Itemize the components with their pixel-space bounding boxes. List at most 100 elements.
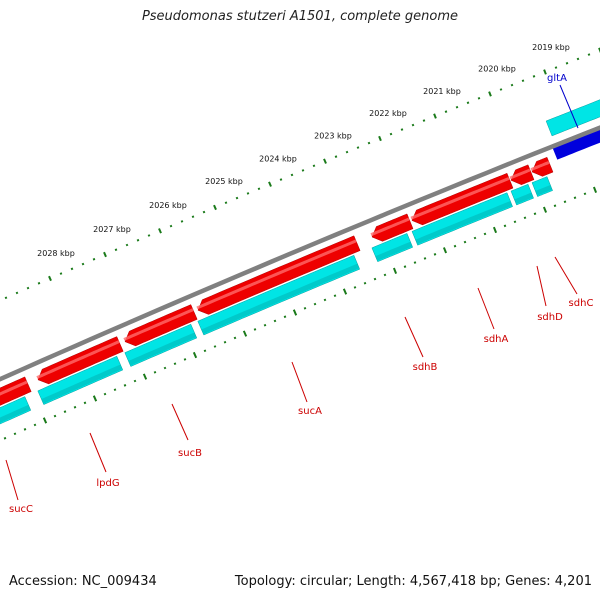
backbone-line: [0, 125, 600, 382]
outer-tick: [37, 281, 41, 285]
inner-tick: [383, 273, 387, 277]
outer-tick: [180, 220, 184, 223]
gene-label-gltA: gltA: [547, 73, 567, 84]
outer-tick: [598, 47, 600, 53]
inner-tick: [273, 319, 277, 323]
kbp-label: 2025 kbp: [205, 177, 243, 186]
cds-shade-sdhD: [514, 192, 534, 205]
inner-tick: [523, 216, 527, 220]
outer-tick: [389, 132, 393, 136]
outer-tick: [411, 123, 415, 127]
inner-tick: [53, 414, 57, 418]
inner-tick: [392, 267, 398, 274]
inner-tick: [92, 395, 98, 402]
inner-tick: [192, 351, 198, 359]
kbp-label: 2019 kbp: [532, 43, 570, 52]
inner-tick: [203, 349, 207, 353]
outer-tick: [268, 181, 272, 187]
outer-tick: [15, 291, 19, 295]
outer-tick: [532, 75, 536, 78]
outer-tick: [576, 57, 580, 61]
inner-tick: [73, 405, 77, 409]
outer-tick: [334, 155, 338, 158]
kbp-label: 2020 kbp: [478, 65, 516, 74]
inner-tick: [263, 323, 267, 327]
outer-tick: [169, 224, 173, 228]
gene-highlight-sdhD: [509, 168, 531, 180]
kbp-label: 2026 kbp: [149, 201, 187, 210]
inner-tick: [433, 253, 437, 256]
kbp-label: 2021 kbp: [423, 87, 461, 96]
cds-shade-sdhC: [535, 185, 553, 196]
inner-tick: [103, 392, 107, 396]
inner-tick: [323, 298, 327, 302]
outer-tick: [290, 173, 294, 177]
kbp-label: 2027 kbp: [93, 225, 131, 234]
outer-tick: [400, 128, 404, 131]
cds-shade-sucC: [0, 404, 31, 423]
kbp-label: 2023 kbp: [314, 131, 352, 140]
inner-tick: [453, 244, 457, 248]
inner-tick: [333, 294, 337, 298]
inner-tick: [463, 240, 467, 244]
outer-tick: [191, 215, 195, 219]
outer-tick: [587, 53, 591, 56]
map-title: Pseudomonas stutzeri A1501, complete gen…: [141, 9, 459, 24]
gene-highlight-lpdG: [36, 340, 120, 379]
leader-gltA: [559, 84, 579, 129]
inner-tick: [242, 330, 248, 337]
outer-tick: [92, 257, 96, 261]
cds-track: [0, 99, 600, 425]
leader-sucA: [291, 361, 308, 403]
accession-text: Accession: NC_009434: [9, 574, 157, 589]
outer-tick: [543, 69, 547, 75]
cds-bar-gltA: [545, 99, 600, 137]
outer-tick: [4, 296, 8, 300]
inner-tick: [42, 417, 48, 424]
outer-tick: [444, 110, 448, 113]
kbp-label: 2028 kbp: [37, 249, 75, 258]
inner-tick: [63, 410, 67, 413]
inner-tick: [33, 423, 37, 427]
outer-tick: [158, 228, 162, 234]
labels: 2019 kbp 2020 kbp 2021 kbp 2022 kbp 2023 kbp…: [9, 43, 593, 515]
outer-tick: [224, 201, 228, 205]
inner-tick: [253, 328, 257, 331]
inner-tick: [213, 345, 217, 348]
gene-highlight-sdhB: [370, 217, 410, 237]
leader-sdhB: [404, 316, 424, 358]
inner-tick: [83, 401, 87, 405]
inner-tick: [13, 432, 17, 436]
genome-backbone: [0, 125, 600, 382]
inner-tick: [423, 257, 427, 260]
cds-shade-sdhB: [375, 241, 413, 261]
gene-highlight-sucB: [123, 308, 194, 341]
outer-tick: [510, 83, 514, 87]
inner-tick: [342, 288, 348, 295]
gene-highlight-sdhC: [530, 161, 550, 171]
inner-tick: [403, 265, 407, 268]
leader-lpdG: [89, 432, 107, 473]
gene-label-sucA: sucA: [298, 406, 322, 417]
gene-highlight-sucA: [196, 239, 357, 310]
inner-tick: [373, 277, 377, 281]
outer-tick: [378, 135, 382, 142]
cds-shade-sucA: [201, 263, 360, 335]
leader-sucB: [171, 403, 189, 441]
outer-tick: [422, 119, 426, 122]
inner-tick: [473, 236, 477, 240]
outer-tick: [356, 146, 360, 149]
outer-tick: [312, 164, 316, 168]
inner-tick: [413, 261, 417, 264]
outer-tick: [345, 150, 349, 154]
gene-label-sucC: sucC: [9, 504, 33, 515]
gene-label-sucB: sucB: [178, 448, 202, 459]
outer-tick: [59, 272, 63, 275]
cds-shade-sucB: [128, 332, 197, 366]
inner-tick: [492, 226, 498, 234]
leader-sdhC: [554, 256, 578, 295]
inner-tick: [313, 302, 317, 306]
outer-tick: [554, 66, 558, 69]
inner-tick: [133, 379, 137, 383]
